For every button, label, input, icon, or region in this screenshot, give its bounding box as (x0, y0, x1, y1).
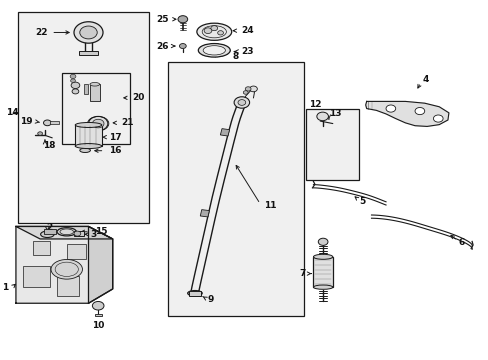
Bar (83, 84, 87, 94)
Polygon shape (88, 226, 112, 303)
Text: 12: 12 (308, 100, 321, 109)
Ellipse shape (187, 291, 202, 296)
Polygon shape (16, 226, 112, 239)
Bar (200, 210, 209, 217)
Circle shape (70, 74, 76, 78)
Bar (79, 51, 98, 55)
Text: 10: 10 (92, 321, 104, 330)
Ellipse shape (198, 44, 230, 57)
Text: 21: 21 (121, 118, 133, 127)
Polygon shape (365, 102, 448, 126)
Text: 18: 18 (42, 141, 55, 150)
Bar (19, 12, 149, 223)
Bar (74, 231, 83, 237)
Bar (33, 241, 50, 255)
Circle shape (80, 26, 97, 39)
Text: 16: 16 (109, 146, 122, 155)
Text: 22: 22 (35, 28, 47, 37)
Text: 26: 26 (156, 41, 168, 50)
Bar (75, 125, 102, 146)
Circle shape (178, 16, 187, 23)
Circle shape (316, 112, 328, 121)
Text: 7: 7 (299, 269, 305, 278)
Circle shape (43, 120, 51, 126)
Circle shape (72, 89, 79, 94)
Circle shape (70, 79, 75, 82)
Text: 17: 17 (109, 132, 122, 141)
Circle shape (179, 44, 186, 49)
Circle shape (210, 26, 217, 31)
Circle shape (92, 301, 104, 310)
Text: 4: 4 (422, 76, 428, 85)
Circle shape (432, 115, 442, 122)
Circle shape (74, 231, 81, 236)
Ellipse shape (51, 260, 82, 279)
Circle shape (245, 87, 250, 91)
Bar (62, 73, 129, 144)
Circle shape (88, 116, 108, 131)
Text: 6: 6 (458, 238, 464, 247)
Circle shape (74, 22, 103, 43)
Text: 20: 20 (132, 93, 144, 102)
Text: 25: 25 (156, 15, 168, 24)
Circle shape (318, 238, 327, 246)
Bar (57, 276, 79, 296)
Polygon shape (16, 226, 112, 303)
Text: 1: 1 (2, 283, 9, 292)
Ellipse shape (313, 285, 332, 289)
Bar (313, 257, 332, 287)
Ellipse shape (41, 231, 54, 238)
Bar (90, 84, 100, 102)
Bar (66, 244, 86, 258)
Text: 13: 13 (328, 109, 341, 118)
Bar (168, 62, 303, 316)
Circle shape (217, 31, 223, 35)
Bar (188, 292, 201, 296)
Circle shape (203, 28, 211, 33)
Circle shape (385, 105, 395, 112)
Text: 19: 19 (20, 117, 33, 126)
Bar (43, 229, 56, 234)
Text: 9: 9 (206, 295, 213, 304)
Circle shape (71, 82, 80, 89)
Ellipse shape (80, 148, 90, 153)
Text: 15: 15 (95, 227, 107, 236)
Circle shape (234, 97, 249, 108)
Bar (95, 314, 102, 316)
Text: 23: 23 (241, 47, 253, 56)
Text: 3: 3 (90, 230, 96, 239)
Circle shape (414, 108, 424, 114)
Text: 14: 14 (6, 108, 19, 117)
Ellipse shape (197, 23, 231, 40)
Bar (220, 129, 229, 136)
Ellipse shape (313, 254, 332, 259)
Ellipse shape (75, 122, 102, 127)
Bar (305, 109, 359, 180)
Text: 2: 2 (46, 223, 53, 232)
Bar (50, 121, 59, 124)
Circle shape (38, 132, 42, 135)
Circle shape (243, 91, 247, 94)
Bar (23, 266, 50, 287)
Circle shape (249, 86, 257, 92)
Circle shape (92, 119, 104, 128)
Text: 8: 8 (232, 52, 239, 61)
Text: 24: 24 (241, 26, 253, 35)
Text: 5: 5 (359, 197, 365, 206)
Ellipse shape (203, 46, 225, 55)
Circle shape (238, 100, 245, 105)
Ellipse shape (75, 144, 102, 149)
Text: 11: 11 (263, 201, 276, 210)
Ellipse shape (90, 82, 100, 86)
